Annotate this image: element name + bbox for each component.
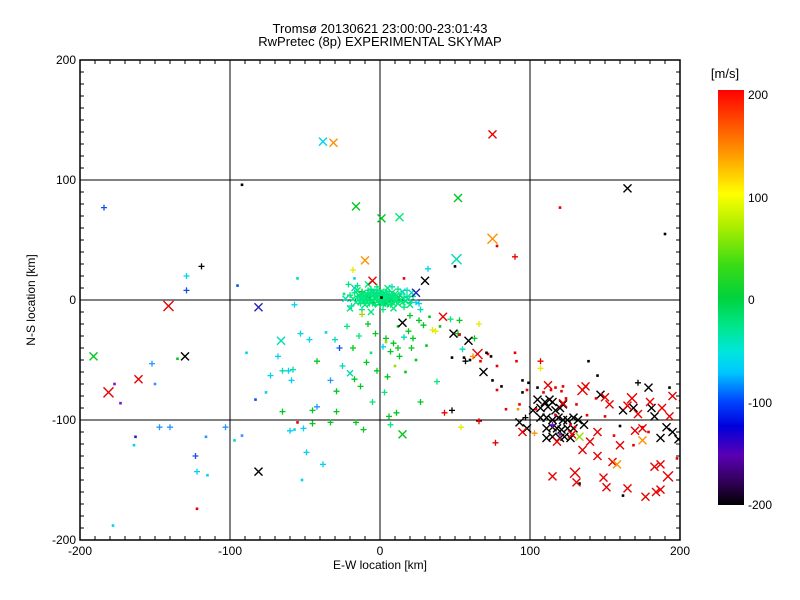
x-tick-label: 100 [519,544,541,558]
plot-frame [79,59,681,541]
x-tick-label: 0 [376,544,384,558]
colorbar-tick-label: 200 [748,88,769,102]
y-tick-label: 0 [69,293,76,307]
colorbar-tick-label: 100 [748,191,769,205]
chart-subtitle: RwPretec (8p) EXPERIMENTAL SKYMAP [258,34,502,49]
x-tick-label: -200 [67,544,93,558]
x-axis-label: E-W location [km] [332,558,428,572]
colorbar-tick-label: -200 [748,498,773,512]
y-tick-label: 100 [55,173,76,187]
y-tick-label: -200 [51,533,76,547]
colorbar-tick-label: -100 [748,396,773,410]
scatter-points [89,129,680,527]
y-tick-label: -100 [51,413,76,427]
x-tick-label: 200 [669,544,691,558]
colorbar-unit-label: [m/s] [710,66,740,81]
gridlines [80,60,680,540]
colorbar [718,90,744,505]
colorbar-tick-label: 0 [748,293,755,307]
y-tick-label: 200 [55,53,76,67]
chart-title: Tromsø 20130621 23:00:00-23:01:43 [272,21,488,36]
x-tick-label: -100 [217,544,243,558]
